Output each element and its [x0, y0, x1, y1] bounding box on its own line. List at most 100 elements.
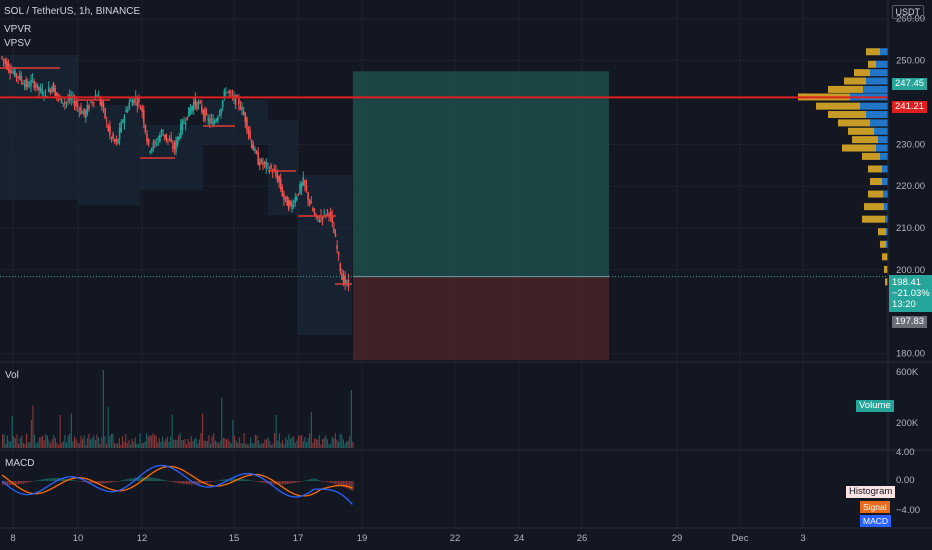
macd-histogram-bar — [314, 478, 316, 481]
vp-row-down — [886, 240, 888, 248]
candle-body — [60, 96, 63, 104]
target-price-label: 247.45 — [892, 78, 928, 90]
histogram-badge[interactable]: Histogram — [846, 486, 896, 498]
macd-histogram-bar — [334, 481, 336, 485]
candle-body — [102, 103, 105, 107]
macd-histogram-bar — [162, 479, 164, 481]
candle-body — [234, 94, 237, 105]
macd-histogram-bar — [91, 481, 93, 484]
macd-histogram-bar — [141, 477, 143, 481]
candle-body — [336, 245, 338, 250]
macd-histogram-bar — [326, 481, 328, 483]
candle-body — [249, 131, 251, 138]
candle-body — [258, 161, 261, 166]
volume-tick-label: 200K — [896, 418, 919, 429]
macd-histogram-bar — [226, 479, 228, 481]
price-lines — [0, 96, 888, 278]
candle-body — [250, 139, 253, 148]
candle-body — [122, 120, 124, 122]
volume-bar — [45, 434, 47, 448]
volume-bar — [35, 443, 37, 448]
candle-body — [176, 136, 179, 145]
candle-body — [204, 108, 206, 121]
volume-bar — [245, 443, 247, 448]
candle-body — [157, 138, 160, 141]
macd-histogram-bar — [152, 477, 154, 481]
volume-bar — [243, 433, 245, 448]
volume-bar — [294, 443, 296, 448]
macd-tick-label: 4.00 — [896, 447, 915, 458]
candle-body — [89, 101, 92, 103]
volume-bar — [26, 433, 28, 448]
macd-histogram-bar — [232, 478, 234, 481]
macd-badge[interactable]: MACD — [860, 515, 892, 527]
volume-bar — [288, 434, 290, 448]
volume-bar — [74, 436, 76, 448]
volume-bar — [96, 434, 98, 448]
candle-body — [83, 108, 85, 115]
candle-body — [57, 95, 60, 97]
candle-body — [75, 101, 77, 106]
vp-row-up — [816, 102, 860, 110]
candle-body — [25, 79, 27, 88]
macd-histogram-bar — [307, 479, 309, 481]
current-price-label: 198.41 — [892, 277, 922, 288]
candle-body — [331, 215, 334, 223]
candle-body — [99, 97, 102, 105]
candle-body — [326, 209, 329, 212]
volume-bar — [154, 434, 156, 448]
volume-bar — [312, 443, 314, 448]
position-zones[interactable] — [353, 71, 609, 360]
macd-histogram-bar — [98, 481, 100, 484]
signal-badge[interactable]: Signal — [860, 501, 890, 513]
macd-histogram-bar — [184, 481, 186, 485]
volume-bar — [186, 444, 188, 448]
volume-bars — [2, 370, 354, 448]
macd-histogram-bar — [176, 481, 178, 483]
candle-body — [305, 185, 308, 191]
vp-row-up — [866, 48, 880, 56]
macd-histogram-bar — [16, 481, 18, 485]
candle-body — [178, 136, 181, 140]
candle-body — [238, 98, 240, 105]
volume-bar — [131, 438, 133, 448]
volume-badge[interactable]: Volume — [856, 400, 894, 412]
volume-bar — [69, 433, 71, 448]
candle-body — [328, 213, 330, 216]
volume-bar — [149, 435, 151, 448]
volume-bar — [314, 438, 316, 448]
macd-histogram-bar — [261, 481, 263, 483]
pane-separators[interactable] — [0, 0, 932, 529]
volume-pane-title[interactable]: Vol — [5, 370, 19, 381]
macd-pane-title[interactable]: MACD — [5, 458, 35, 469]
session-box — [268, 120, 298, 215]
volume-bar — [261, 443, 263, 448]
vpsv-legend[interactable]: VPSV — [4, 38, 31, 49]
candle-body — [112, 133, 114, 140]
volume-bar — [72, 441, 74, 448]
currency-badge[interactable]: USDT — [891, 5, 924, 19]
volume-bar — [286, 440, 288, 448]
macd-line — [1, 464, 353, 505]
candle-body — [281, 187, 284, 196]
vpvr-legend[interactable]: VPVR — [4, 24, 32, 35]
candle-body — [183, 122, 185, 124]
volume-bar — [107, 407, 109, 448]
macd-tick-label: 0.00 — [896, 475, 915, 486]
volume-bar — [58, 444, 60, 448]
macd-histogram-bar — [10, 481, 12, 485]
candle-body — [286, 196, 288, 206]
macd-histogram-bar — [56, 478, 58, 481]
volume-bar — [229, 441, 231, 448]
symbol-legend[interactable]: SOL / TetherUS, 1h, BINANCE — [4, 6, 141, 17]
volume-bar — [336, 439, 338, 448]
candle-body — [270, 165, 272, 169]
volume-bar — [266, 439, 268, 448]
volume-bar — [256, 435, 258, 448]
price-tick-label: 260.00 — [896, 14, 925, 25]
candle-body — [194, 98, 197, 106]
macd-histogram-bar — [165, 480, 167, 481]
candle-body — [297, 193, 300, 195]
volume-bar — [235, 440, 237, 448]
